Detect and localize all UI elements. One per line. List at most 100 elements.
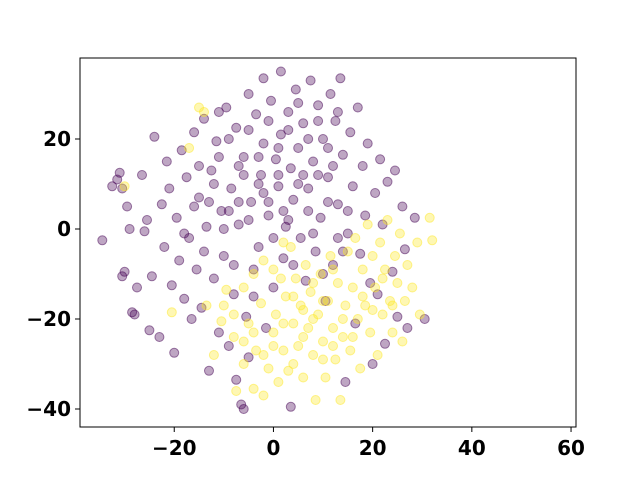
scatter-point-s1-83 — [288, 291, 299, 302]
scatter-point-s1-73 — [407, 282, 418, 293]
scatter-point-s0-71 — [275, 66, 286, 77]
scatter-point-s0-17 — [149, 131, 160, 142]
scatter-point-s0-127 — [199, 246, 209, 257]
scatter-point-s1-38 — [318, 336, 328, 347]
scatter-point-s1-39 — [320, 372, 331, 383]
scatter-point-s0-120 — [397, 201, 408, 212]
scatter-point-s0-157 — [213, 152, 224, 162]
scatter-point-s0-105 — [355, 248, 366, 259]
scatter-point-s1-54 — [357, 264, 368, 275]
scatter-point-s0-153 — [323, 143, 333, 153]
scatter-point-s1-6 — [208, 350, 219, 360]
scatter-point-s0-142 — [213, 107, 224, 117]
scatter-point-s0-123 — [409, 212, 420, 223]
scatter-point-s0-37 — [201, 221, 212, 232]
scatter-point-s0-56 — [243, 89, 254, 99]
scatter-point-s0-10 — [127, 307, 138, 318]
scatter-point-s0-13 — [139, 226, 150, 237]
scatter-point-s0-25 — [171, 212, 182, 223]
scatter-point-s0-32 — [189, 127, 200, 138]
scatter-point-s0-88 — [313, 100, 324, 111]
scatter-point-s0-130 — [228, 260, 239, 270]
scatter-point-s0-164 — [283, 215, 294, 225]
scatter-point-s1-9 — [228, 332, 239, 342]
scatter-point-s1-46 — [337, 332, 348, 342]
scatter-point-s0-21 — [161, 156, 172, 167]
x-tick-label: 40 — [458, 436, 486, 460]
scatter-point-s0-7 — [122, 201, 133, 212]
scatter-point-s1-97 — [248, 327, 259, 338]
scatter-point-s0-150 — [293, 98, 304, 108]
scatter-point-s0-155 — [194, 161, 204, 171]
scatter-point-s0-134 — [268, 233, 279, 243]
scatter-point-s0-151 — [303, 134, 314, 144]
scatter-point-s1-77 — [427, 235, 438, 246]
scatter-point-s0-167 — [313, 170, 324, 180]
scatter-point-s0-77 — [285, 163, 296, 174]
scatter-point-s0-73 — [278, 253, 289, 264]
scatter-point-s0-24 — [169, 347, 180, 358]
scatter-point-s1-61 — [375, 237, 386, 248]
scatter-point-s1-84 — [298, 305, 309, 315]
scatter-point-s1-57 — [365, 327, 376, 338]
scatter-point-s1-22 — [278, 345, 289, 356]
scatter-point-s1-100 — [278, 318, 289, 329]
scatter-point-s1-69 — [394, 228, 405, 239]
scatter-point-s1-93 — [387, 300, 398, 311]
scatter-point-s0-143 — [223, 134, 234, 144]
scatter-point-s0-35 — [196, 302, 207, 313]
scatter-point-s1-67 — [390, 251, 400, 261]
scatter-point-s1-7 — [216, 316, 227, 327]
scatter-point-s0-51 — [233, 219, 244, 230]
scatter-point-s0-126 — [189, 201, 200, 212]
y-axis: 20 0 −20 −40 — [26, 127, 80, 421]
scatter-point-s1-98 — [258, 350, 269, 360]
scatter-point-s0-137 — [298, 170, 309, 180]
scatter-point-s0-101 — [345, 127, 356, 138]
scatter-point-s0-138 — [308, 228, 319, 239]
scatter-point-s0-129 — [218, 224, 229, 234]
scatter-point-s1-35 — [310, 395, 321, 405]
scatter-point-s1-49 — [345, 345, 356, 356]
scatter-point-s0-91 — [320, 296, 331, 306]
scatter-point-s1-19 — [270, 309, 281, 320]
scatter-point-s0-41 — [211, 136, 222, 147]
scatter-point-s0-58 — [246, 197, 257, 207]
scatter-point-s1-82 — [278, 237, 289, 248]
scatter-point-s1-72 — [402, 260, 413, 270]
scatter-point-s0-116 — [382, 176, 393, 187]
scatter-point-s0-125 — [179, 228, 190, 239]
scatter-point-s1-89 — [347, 332, 358, 342]
scatter-point-s0-166 — [303, 206, 314, 216]
scatter-point-s1-4 — [199, 107, 209, 117]
scatter-point-s1-15 — [256, 298, 266, 309]
scatter-point-s0-40 — [208, 273, 219, 284]
scatter-point-s0-78 — [288, 194, 299, 205]
scatter-point-s0-160 — [243, 215, 254, 225]
scatter-point-s0-156 — [204, 197, 214, 207]
scatter-point-s1-28 — [293, 341, 304, 351]
scatter-point-s0-92 — [323, 172, 333, 183]
scatter-point-s0-90 — [318, 134, 328, 144]
scatter-point-s1-95 — [228, 309, 239, 320]
scatter-point-s1-51 — [350, 233, 361, 243]
scatter-point-s0-135 — [278, 206, 289, 216]
scatter-point-s0-3 — [114, 167, 125, 178]
scatter-point-s1-44 — [332, 278, 343, 288]
scatter-point-s1-70 — [397, 336, 408, 347]
scatter-point-s0-34 — [194, 192, 204, 203]
x-axis: −20 0 20 40 60 — [152, 427, 585, 460]
scatter-point-s0-165 — [293, 179, 304, 189]
scatter-point-s0-83 — [300, 275, 311, 286]
scatter-point-s1-103 — [308, 314, 319, 324]
scatter-point-s1-76 — [424, 212, 435, 223]
scatter-point-s1-62 — [377, 309, 388, 320]
scatter-point-s0-132 — [248, 291, 259, 302]
scatter-point-s1-26 — [288, 318, 299, 329]
scatter-point-s0-118 — [390, 165, 400, 176]
plot-frame — [79, 57, 577, 428]
scatter-point-s0-161 — [253, 179, 264, 189]
scatter-point-s1-32 — [303, 323, 314, 333]
scatter-point-s0-149 — [283, 125, 294, 135]
scatter-point-s0-170 — [342, 206, 353, 216]
